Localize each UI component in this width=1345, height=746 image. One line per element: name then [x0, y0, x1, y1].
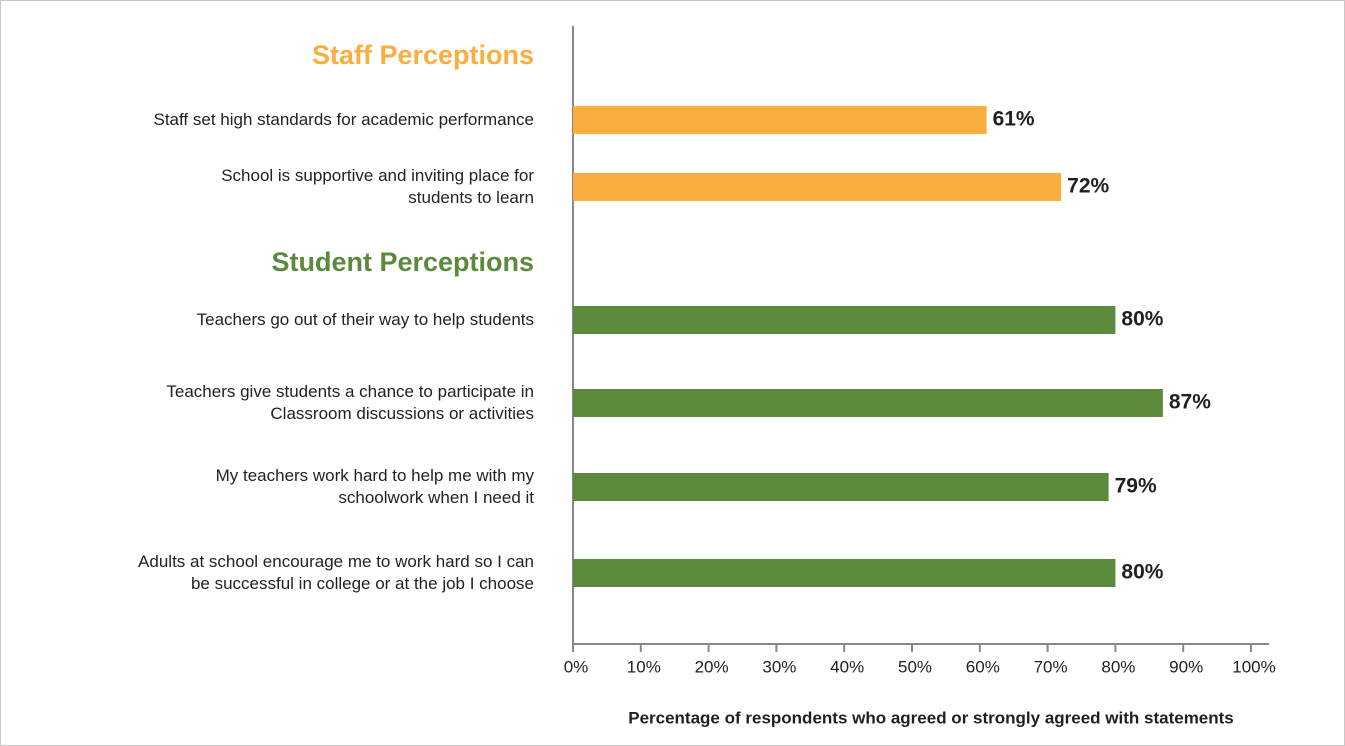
group-heading: Staff Perceptions	[312, 40, 534, 70]
x-tick-label: 50%	[898, 657, 932, 676]
x-tick-label: 20%	[695, 657, 729, 676]
value-label: 61%	[993, 108, 1035, 131]
value-label: 80%	[1121, 308, 1163, 331]
value-label: 80%	[1121, 561, 1163, 584]
category-label: My teachers work hard to help me with my…	[215, 466, 534, 507]
x-tick-label: 70%	[1034, 657, 1068, 676]
bar	[573, 306, 1116, 334]
x-tick-label: 60%	[966, 657, 1000, 676]
x-tick-label: 30%	[762, 657, 796, 676]
category-label: Teachers go out of their way to help stu…	[196, 310, 534, 329]
bar	[573, 559, 1116, 587]
value-label: 87%	[1169, 391, 1211, 414]
x-tick-label: 90%	[1169, 657, 1203, 676]
x-tick-label: 80%	[1101, 657, 1135, 676]
x-tick-label: 100%	[1232, 657, 1275, 676]
category-label: School is supportive and inviting place …	[221, 166, 534, 207]
category-label: Adults at school encourage me to work ha…	[138, 552, 534, 593]
bar	[573, 389, 1163, 417]
group-heading: Student Perceptions	[271, 247, 534, 277]
x-axis-label: Percentage of respondents who agreed or …	[628, 708, 1234, 727]
bar	[573, 173, 1062, 201]
value-label: 79%	[1115, 475, 1157, 498]
x-tick-label: 0%	[564, 657, 589, 676]
value-label: 72%	[1067, 175, 1109, 198]
bar	[573, 473, 1109, 501]
x-tick-label: 10%	[627, 657, 661, 676]
bar	[573, 106, 987, 134]
x-tick-label: 40%	[830, 657, 864, 676]
category-label: Staff set high standards for academic pe…	[153, 110, 535, 129]
category-label: Teachers give students a chance to parti…	[166, 382, 534, 423]
